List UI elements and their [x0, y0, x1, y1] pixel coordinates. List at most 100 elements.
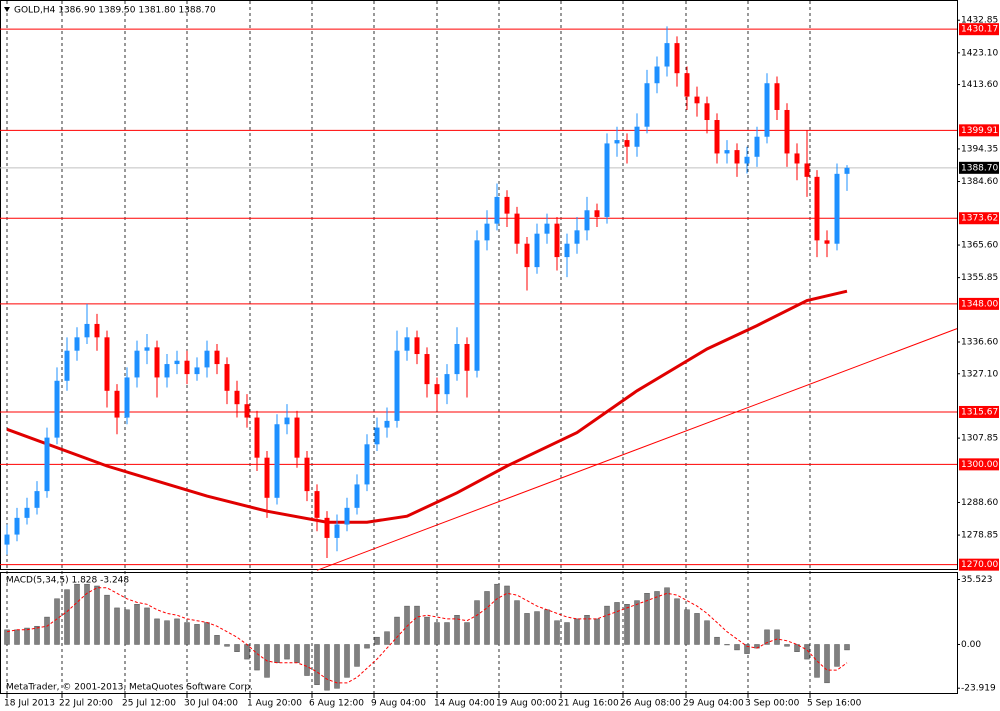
- x-tick-label: 9 Aug 04:00: [371, 699, 426, 709]
- candle-body: [494, 196, 500, 224]
- y-tick-label: 1413.60: [961, 80, 998, 90]
- candle-body: [264, 457, 270, 498]
- candle-body: [754, 136, 760, 157]
- macd-bar: [14, 629, 20, 645]
- candle-body: [804, 163, 810, 177]
- candle-body: [774, 83, 780, 110]
- candle-body: [284, 417, 290, 425]
- candle-body: [584, 210, 590, 231]
- candle-body: [24, 507, 30, 518]
- candle-body: [274, 424, 280, 498]
- macd-bar: [304, 644, 310, 676]
- candle-body: [684, 73, 690, 97]
- macd-bar: [444, 622, 450, 645]
- macd-bar: [774, 629, 780, 645]
- candle-body: [214, 350, 220, 365]
- candle-body: [324, 517, 330, 538]
- y-tick-label: 0.00: [961, 640, 981, 650]
- macd-bar: [284, 644, 290, 660]
- macd-bar: [834, 644, 840, 667]
- candle-body: [34, 491, 40, 508]
- macd-bar: [114, 607, 120, 645]
- candle-body: [304, 457, 310, 492]
- macd-bar: [534, 611, 540, 645]
- candle-body: [334, 524, 340, 538]
- macd-signal: [6, 587, 848, 684]
- macd-bar: [514, 600, 520, 645]
- level-label-box: [959, 558, 999, 571]
- candle-body: [604, 143, 610, 217]
- macd-bar: [684, 609, 690, 645]
- x-tick-label: 19 Aug 00:00: [496, 699, 557, 709]
- candle-body: [204, 350, 210, 368]
- macd-bar: [564, 622, 570, 645]
- macd-bar: [494, 583, 500, 645]
- candle-body: [174, 360, 180, 365]
- macd-bar: [44, 616, 50, 645]
- macd-bar: [34, 625, 40, 645]
- macd-bar: [504, 585, 510, 645]
- macd-bar: [464, 622, 470, 645]
- candle-body: [664, 43, 670, 67]
- candle-body: [514, 213, 520, 244]
- macd-bar: [154, 618, 160, 645]
- candle-body: [384, 420, 390, 428]
- candle-body: [644, 83, 650, 127]
- macd-bar: [184, 622, 190, 645]
- candle-body: [554, 223, 560, 258]
- macd-bar: [474, 600, 480, 645]
- y-tick-label: 35.523: [961, 575, 993, 585]
- y-tick-label: 1432.85: [961, 16, 998, 26]
- candle-body: [44, 437, 50, 492]
- level-label: 1430.17: [961, 25, 998, 35]
- level-label-box: [959, 212, 999, 225]
- candle-body: [724, 150, 730, 154]
- macd-bar: [214, 635, 220, 645]
- candle-body: [814, 176, 820, 241]
- level-label: 1270.00: [961, 560, 998, 570]
- x-tick-label: 22 Jul 20:00: [59, 699, 113, 709]
- macd-bar: [824, 644, 830, 684]
- x-tick-label: 14 Aug 04:00: [434, 699, 495, 709]
- macd-bar: [584, 615, 590, 645]
- candle-body: [344, 507, 350, 525]
- candle-body: [784, 109, 790, 154]
- y-tick-label: 1307.85: [961, 434, 998, 444]
- candle-body: [464, 344, 470, 371]
- candle-body: [364, 444, 370, 485]
- candle-body: [4, 534, 10, 545]
- dropdown-arrow[interactable]: [4, 7, 10, 12]
- main-panel-border: [0, 0, 958, 570]
- macd-bar: [704, 620, 710, 645]
- candle-body: [64, 350, 70, 381]
- level-label-box: [959, 458, 999, 471]
- level-label: 1300.00: [961, 460, 998, 470]
- macd-bar: [134, 604, 140, 645]
- macd-bar: [344, 644, 350, 678]
- candle-body: [164, 364, 170, 378]
- x-tick-label: 6 Aug 12:00: [309, 699, 364, 709]
- candle-body: [114, 390, 120, 418]
- candle-body: [574, 230, 580, 244]
- level-label: 1348.00: [961, 299, 998, 309]
- macd-bar: [194, 624, 200, 645]
- macd-bar: [84, 583, 90, 645]
- candle-body: [134, 350, 140, 378]
- candle-body: [794, 153, 800, 164]
- footer: MetaTrader, © 2001-2013, MetaQuotes Soft…: [6, 683, 253, 693]
- y-tick-label: 1423.10: [961, 48, 998, 58]
- candle-body: [694, 96, 700, 104]
- candle-body: [564, 243, 570, 258]
- y-tick-label: 1384.60: [961, 177, 998, 187]
- macd-bar: [54, 598, 60, 645]
- candle-body: [14, 517, 20, 535]
- x-tick-label: 21 Aug 16:00: [558, 699, 619, 709]
- candle-body: [534, 233, 540, 268]
- candle-body: [354, 484, 360, 508]
- macd-bar: [424, 616, 430, 645]
- macd-bar: [454, 615, 460, 645]
- candle-body: [744, 156, 750, 164]
- macd-bar: [254, 644, 260, 671]
- candle-body: [454, 344, 460, 375]
